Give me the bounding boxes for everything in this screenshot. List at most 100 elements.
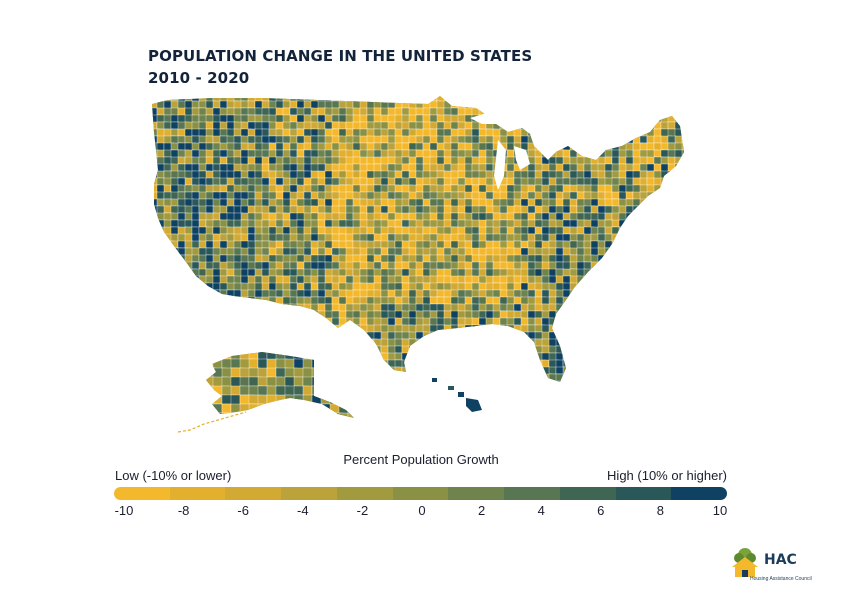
- county-cell: [226, 268, 236, 277]
- county-cell: [660, 191, 670, 202]
- county-cell: [359, 373, 368, 382]
- county-cell: [513, 331, 523, 343]
- county-cell: [653, 324, 662, 335]
- county-cell: [639, 310, 652, 320]
- county-cell: [177, 352, 189, 361]
- county-cell: [177, 289, 188, 300]
- county-cell: [625, 296, 637, 308]
- county-cell: [357, 359, 368, 371]
- county-cell: [457, 352, 467, 362]
- county-cell: [331, 366, 342, 377]
- county-cell: [387, 96, 399, 103]
- county-cell: [611, 170, 621, 179]
- county-cell: [478, 373, 490, 382]
- county-cell: [303, 317, 316, 326]
- county-cell: [177, 366, 187, 376]
- county-cell: [604, 96, 617, 102]
- county-cell: [660, 198, 669, 209]
- county-cell: [205, 310, 217, 322]
- county-cell: [303, 324, 315, 335]
- county-cell: [324, 373, 338, 382]
- county-cell: [674, 233, 684, 244]
- county-cell: [352, 373, 364, 382]
- county-cell: [471, 100, 482, 109]
- county-cell: [562, 163, 571, 173]
- county-cell: [170, 261, 181, 271]
- county-cell: [653, 107, 665, 116]
- county-cell: [156, 345, 166, 356]
- county-cell: [653, 345, 662, 354]
- legend-swatch-7: [504, 487, 560, 500]
- county-cell: [681, 240, 684, 252]
- county-cell: [436, 380, 449, 382]
- county-cell: [296, 331, 308, 342]
- county-cell: [689, 255, 696, 265]
- county-cell: [457, 170, 467, 179]
- county-cell: [681, 100, 684, 111]
- county-cell: [527, 128, 536, 138]
- county-cell: [282, 170, 292, 180]
- county-cell: [632, 359, 643, 368]
- county-cell: [632, 268, 641, 279]
- county-cell: [689, 234, 697, 244]
- county-cell: [590, 338, 600, 348]
- county-cell: [674, 163, 683, 173]
- county-cell: [555, 96, 567, 104]
- county-cell: [205, 296, 219, 307]
- county-cell: [625, 373, 637, 382]
- county-cell: [464, 191, 473, 200]
- county-cell: [646, 289, 657, 298]
- county-cell: [331, 324, 341, 333]
- county-cell: [611, 324, 625, 335]
- county-cell: [247, 324, 261, 333]
- county-cell: [478, 205, 488, 214]
- county-cell: [681, 359, 684, 368]
- county-cell: [338, 205, 347, 215]
- county-cell: [562, 149, 571, 159]
- county-cell: [345, 359, 359, 369]
- county-cell: [170, 338, 182, 349]
- aleutian-islands: [177, 411, 247, 433]
- county-cell: [191, 156, 200, 166]
- county-cell: [611, 380, 620, 382]
- county-cell: [408, 359, 421, 371]
- county-cell: [357, 413, 373, 422]
- county-cell: [170, 254, 179, 264]
- county-cell: [380, 366, 394, 376]
- county-cell: [191, 268, 201, 278]
- county-cell: [618, 121, 629, 133]
- county-cell: [492, 275, 502, 284]
- county-cell: [625, 114, 635, 124]
- county-cell: [597, 352, 609, 361]
- county-cell: [282, 317, 293, 328]
- county-cell: [170, 268, 183, 277]
- county-cell: [275, 412, 286, 418]
- county-cell: [590, 359, 602, 368]
- county-cell: [329, 367, 341, 379]
- county-cell: [653, 289, 665, 299]
- county-cell: [611, 240, 623, 252]
- county-cell: [198, 163, 208, 172]
- county-cell: [513, 324, 523, 333]
- county-cell: [667, 352, 680, 363]
- county-cell: [513, 359, 524, 368]
- county-cell: [357, 377, 369, 386]
- county-cell: [689, 283, 698, 292]
- county-cell: [485, 345, 498, 356]
- county-cell: [184, 296, 193, 305]
- county-cell: [338, 412, 349, 418]
- county-cell: [506, 380, 520, 382]
- county-cell: [639, 100, 653, 112]
- county-cell: [357, 395, 371, 406]
- county-cell: [597, 135, 608, 147]
- county-cell: [583, 317, 593, 326]
- county-cell: [282, 114, 292, 124]
- county-cell: [492, 380, 505, 382]
- county-cell: [653, 359, 664, 368]
- county-cell: [261, 156, 270, 166]
- county-cell: [471, 331, 484, 340]
- county-cell: [408, 303, 418, 313]
- county-cell: [576, 149, 590, 158]
- county-cell: [618, 289, 630, 300]
- county-cell: [604, 128, 614, 138]
